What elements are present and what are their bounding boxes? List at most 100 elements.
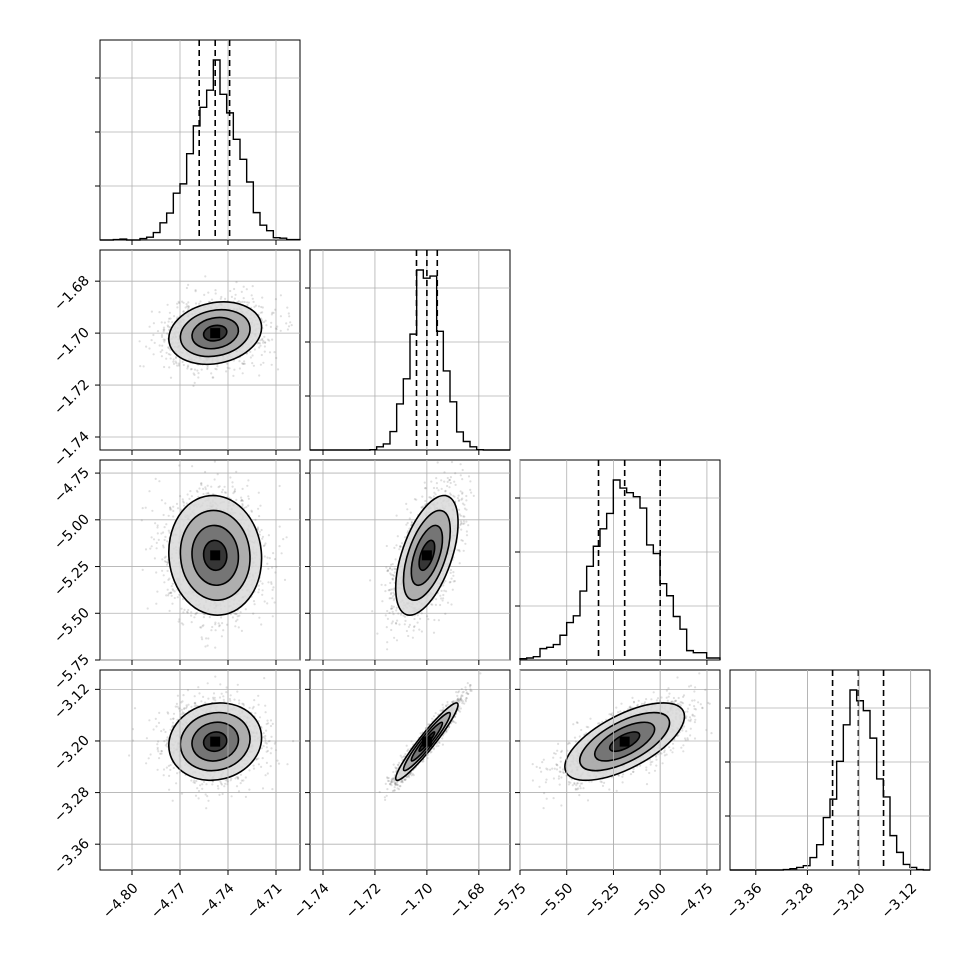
scatter-point [177, 362, 180, 365]
scatter-point [156, 330, 160, 333]
scatter-point [405, 502, 408, 505]
scatter-point [172, 358, 175, 361]
scatter-point [261, 296, 264, 299]
scatter-point [409, 511, 412, 514]
scatter-point [185, 305, 189, 308]
scatter-point [190, 495, 193, 498]
scatter-point [258, 346, 261, 349]
scatter-point [164, 555, 167, 558]
scatter-point [273, 351, 276, 354]
scatter-point [449, 568, 453, 572]
scatter-point [266, 556, 269, 559]
scatter-point [243, 300, 246, 304]
scatter-point [260, 353, 263, 357]
scatter-point [247, 497, 250, 500]
scatter-point [204, 645, 207, 648]
scatter-point [287, 312, 290, 315]
scatter-point [202, 616, 205, 619]
scatter-point [249, 350, 252, 353]
panel-frame [309, 249, 511, 451]
scatter-point [182, 310, 185, 313]
scatter-point [275, 328, 278, 331]
scatter-point [279, 315, 282, 318]
scatter-point [239, 611, 242, 614]
scatter-point [192, 372, 195, 375]
scatter-point [456, 497, 459, 500]
scatter-point [169, 506, 172, 509]
scatter-point [286, 306, 289, 309]
scatter-point [276, 325, 279, 328]
scatter-point [453, 480, 456, 483]
scatter-point [416, 614, 419, 617]
scatter-point [182, 611, 185, 614]
scatter-point [231, 616, 234, 619]
scatter-point [261, 589, 264, 592]
scatter-point [271, 338, 274, 341]
scatter-point [154, 477, 157, 480]
scatter-point [163, 338, 166, 341]
y-tick-label: −4.75 [51, 465, 93, 507]
scatter-point [267, 567, 270, 570]
scatter-point [285, 322, 288, 325]
scatter-point [150, 310, 153, 313]
scatter-point [257, 588, 261, 591]
scatter-point [156, 532, 159, 535]
scatter-point [178, 464, 181, 467]
scatter-point [155, 602, 158, 605]
scatter-point [267, 534, 270, 537]
scatter-point [150, 339, 153, 342]
scatter-point [446, 484, 449, 488]
scatter-point [171, 588, 174, 591]
scatter-point [205, 492, 208, 495]
scatter-point [261, 582, 264, 585]
scatter-point [459, 520, 463, 523]
scatter-point [465, 520, 468, 523]
scatter-point [388, 597, 391, 600]
scatter-point [214, 623, 217, 626]
scatter-point [257, 584, 260, 587]
density-peak [210, 328, 221, 339]
scatter-point [234, 293, 237, 296]
scatter-point [423, 481, 426, 484]
scatter-point [229, 289, 232, 293]
scatter-point [247, 479, 250, 482]
scatter-point [162, 574, 165, 577]
scatter-point [150, 545, 153, 548]
scatter-point [263, 544, 266, 547]
scatter-point [270, 321, 273, 324]
scatter-point [177, 620, 180, 623]
scatter-point [210, 372, 213, 375]
scatter-point [210, 298, 214, 301]
scatter-point [276, 368, 280, 371]
scatter-point [213, 478, 216, 481]
scatter-point [166, 569, 169, 573]
scatter-point [194, 613, 197, 616]
scatter-point [155, 541, 158, 545]
scatter-point [198, 487, 201, 490]
scatter-point [442, 584, 445, 587]
scatter-point [155, 571, 158, 574]
scatter-point [154, 522, 157, 525]
scatter-point [142, 365, 145, 368]
scatter-point [258, 616, 261, 619]
scatter-point [162, 328, 165, 331]
scatter-point [270, 581, 273, 584]
scatter-point [212, 376, 215, 379]
scatter-point [169, 508, 172, 511]
scatter-point [200, 636, 203, 639]
scatter-point [238, 360, 241, 363]
scatter-point [220, 616, 223, 619]
scatter-point [174, 357, 177, 360]
scatter-point [231, 485, 234, 488]
scatter-point [416, 621, 419, 624]
scatter-point [165, 357, 168, 360]
panel-frame [99, 249, 301, 451]
scatter-point [234, 625, 237, 628]
scatter-point [233, 368, 236, 371]
scatter-point [261, 306, 264, 309]
scatter-point [202, 624, 205, 627]
scatter-point [187, 608, 190, 612]
scatter-point [163, 538, 166, 542]
scatter-point [451, 588, 454, 591]
scatter-point [202, 492, 205, 496]
